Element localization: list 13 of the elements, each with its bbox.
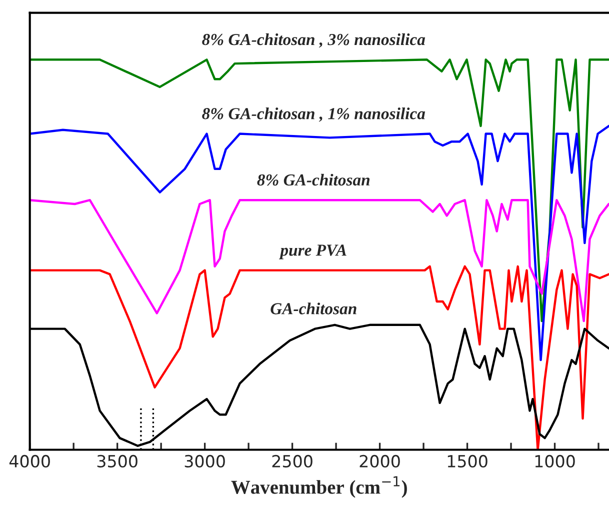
x-tick-label: 2000 xyxy=(360,454,400,468)
x-axis-title: Wavenumber (cm$^{−1}$) xyxy=(231,476,407,498)
series-label: 8% GA-chitosan , 1% nanosilica xyxy=(202,108,426,122)
series-label: 8% GA-chitosan , 3% nanosilica xyxy=(202,33,426,48)
series-label: GA-chitosan xyxy=(270,302,356,314)
x-tick-label: 1500 xyxy=(448,454,488,468)
series-label: pure PVA xyxy=(279,244,346,260)
x-tick-label: 2500 xyxy=(272,454,312,468)
series-label: 8% GA-chitosan xyxy=(257,174,370,186)
x-tick-label: 4000 xyxy=(9,454,50,468)
x-tick-label: 3500 xyxy=(97,454,138,468)
x-tick-label: 1000 xyxy=(535,454,575,468)
x-tick-label: 3000 xyxy=(184,454,225,468)
